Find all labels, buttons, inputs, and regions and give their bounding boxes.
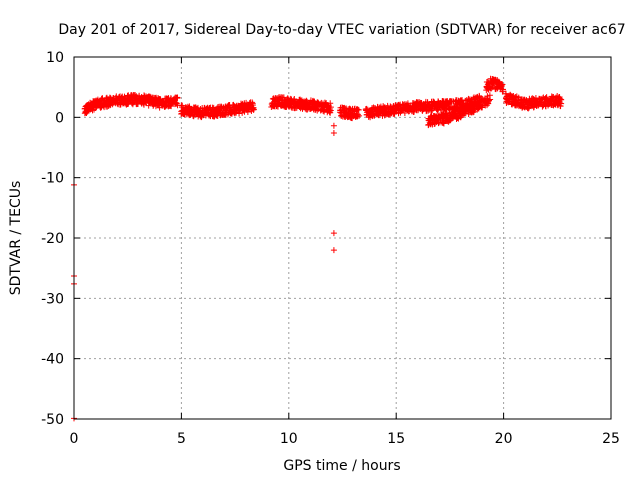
data-point — [214, 113, 221, 120]
data-point — [250, 106, 257, 113]
grid-layer — [74, 57, 611, 419]
y-tick-label: -30 — [41, 291, 64, 307]
x-tick-label: 15 — [387, 431, 405, 447]
data-point — [486, 92, 493, 99]
outlier-point — [330, 230, 337, 237]
data-point — [356, 112, 363, 119]
y-tick-label: -50 — [41, 412, 64, 428]
data-point — [500, 86, 507, 93]
data-point — [236, 110, 243, 117]
chart-title: Day 201 of 2017, Sidereal Day-to-day VTE… — [58, 22, 625, 38]
data-point — [530, 104, 537, 111]
x-tick-label: 25 — [602, 431, 620, 447]
x-tick-label: 10 — [280, 431, 298, 447]
data-point — [499, 81, 506, 88]
x-axis-label: GPS time / hours — [283, 458, 400, 474]
data-point — [498, 82, 505, 89]
outlier-point — [330, 247, 337, 254]
data-point — [249, 100, 256, 107]
y-tick-label: -10 — [41, 171, 64, 187]
x-tick-label: 20 — [495, 431, 513, 447]
y-tick-label: 10 — [46, 50, 64, 66]
data-point — [327, 107, 334, 114]
data-point — [512, 94, 519, 101]
outlier-point — [330, 122, 337, 129]
data-point — [179, 102, 186, 109]
data-point — [550, 94, 557, 101]
data-point — [485, 100, 492, 107]
data-points-layer — [71, 75, 565, 422]
outlier-point — [330, 130, 337, 137]
x-tick-label: 5 — [177, 431, 186, 447]
data-point — [174, 94, 181, 101]
data-point — [557, 103, 564, 110]
data-point — [525, 105, 532, 112]
data-point — [355, 106, 362, 113]
data-point — [327, 100, 334, 107]
data-point — [476, 92, 483, 99]
x-tick-label: 0 — [70, 431, 79, 447]
y-tick-label: -20 — [41, 231, 64, 247]
data-point — [485, 97, 492, 104]
data-point — [249, 99, 256, 106]
y-tick-label: 0 — [55, 110, 64, 126]
y-tick-label: -40 — [41, 352, 64, 368]
y-axis-label: SDTVAR / TECUs — [8, 181, 24, 296]
axis-ticks-layer: 0 5 10 15 20 25 -50 -40 -30 -20 -10 0 10 — [41, 50, 620, 447]
